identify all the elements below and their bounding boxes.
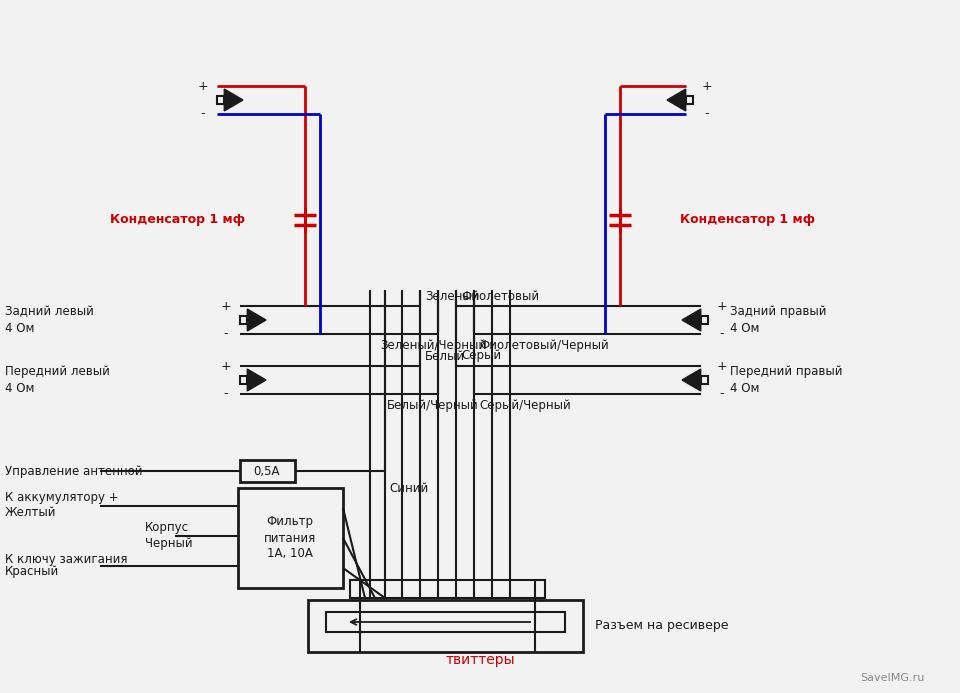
Text: Зеленый: Зеленый [425, 290, 479, 303]
Text: 4 Ом: 4 Ом [730, 382, 759, 394]
Text: -: - [720, 387, 724, 401]
Text: +: + [221, 299, 231, 313]
Text: Черный: Черный [145, 536, 193, 550]
Bar [350, 580, 545, 598]
Bar [238, 488, 343, 588]
Text: Зеленый/Черный: Зеленый/Черный [380, 340, 486, 353]
Text: Корпус: Корпус [145, 522, 189, 534]
Text: Управление антенной: Управление антенной [5, 464, 142, 477]
Text: -: - [224, 387, 228, 401]
Text: Задний правый: Задний правый [730, 306, 827, 319]
Text: твиттеры: твиттеры [445, 653, 515, 667]
Text: -: - [705, 107, 709, 121]
Text: Желтый: Желтый [5, 507, 57, 520]
Text: 4 Ом: 4 Ом [730, 322, 759, 335]
Text: 4 Ом: 4 Ом [5, 322, 35, 335]
Text: Фиолетовый/Черный: Фиолетовый/Черный [479, 340, 609, 353]
Bar [308, 600, 583, 652]
Text: Разъем на ресивере: Разъем на ресивере [595, 620, 729, 633]
Text: SaveIMG.ru: SaveIMG.ru [860, 673, 925, 683]
Bar [701, 316, 708, 324]
Text: -: - [720, 328, 724, 340]
Polygon shape [248, 369, 266, 391]
Bar [240, 376, 248, 384]
Text: Конденсатор 1 мф: Конденсатор 1 мф [680, 213, 815, 227]
Text: К аккумулятору +: К аккумулятору + [5, 491, 119, 505]
Text: Синий: Синий [389, 482, 428, 495]
Bar [217, 96, 225, 104]
Polygon shape [667, 89, 685, 111]
Bar [326, 612, 565, 632]
Text: 0,5А: 0,5А [253, 464, 280, 477]
Text: -: - [201, 107, 205, 121]
Text: Конденсатор 1 мф: Конденсатор 1 мф [110, 213, 245, 227]
Bar [685, 96, 693, 104]
Text: 4 Ом: 4 Ом [5, 382, 35, 394]
Text: Красный: Красный [5, 565, 60, 579]
Text: К ключу зажигания: К ключу зажигания [5, 552, 128, 565]
Text: +: + [717, 299, 728, 313]
Polygon shape [225, 89, 243, 111]
Polygon shape [248, 309, 266, 331]
Text: Серый/Черный: Серый/Черный [479, 399, 571, 412]
Text: Передний левый: Передний левый [5, 365, 109, 378]
Polygon shape [682, 369, 701, 391]
Text: +: + [221, 360, 231, 373]
Text: Задний левый: Задний левый [5, 306, 94, 319]
Text: Серый: Серый [461, 349, 501, 362]
Text: +: + [717, 360, 728, 373]
Text: Передний правый: Передний правый [730, 365, 843, 378]
Text: Белый/Черный: Белый/Черный [387, 399, 479, 412]
Text: Фиолетовый: Фиолетовый [461, 290, 540, 303]
Bar [240, 460, 295, 482]
Text: -: - [224, 328, 228, 340]
Text: +: + [198, 80, 208, 92]
Text: Белый: Белый [425, 349, 466, 362]
Text: Фильтр
питания
1А, 10А: Фильтр питания 1А, 10А [264, 516, 316, 561]
Bar [701, 376, 708, 384]
Bar [240, 316, 248, 324]
Polygon shape [682, 309, 701, 331]
Text: +: + [702, 80, 712, 92]
